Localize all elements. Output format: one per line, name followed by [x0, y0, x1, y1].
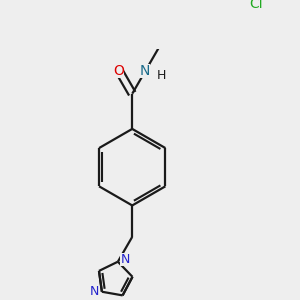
Text: N: N [140, 64, 150, 77]
Text: H: H [156, 69, 166, 82]
Text: O: O [113, 64, 124, 77]
Text: N: N [90, 285, 99, 298]
Text: Cl: Cl [249, 0, 263, 11]
Text: N: N [121, 254, 130, 266]
